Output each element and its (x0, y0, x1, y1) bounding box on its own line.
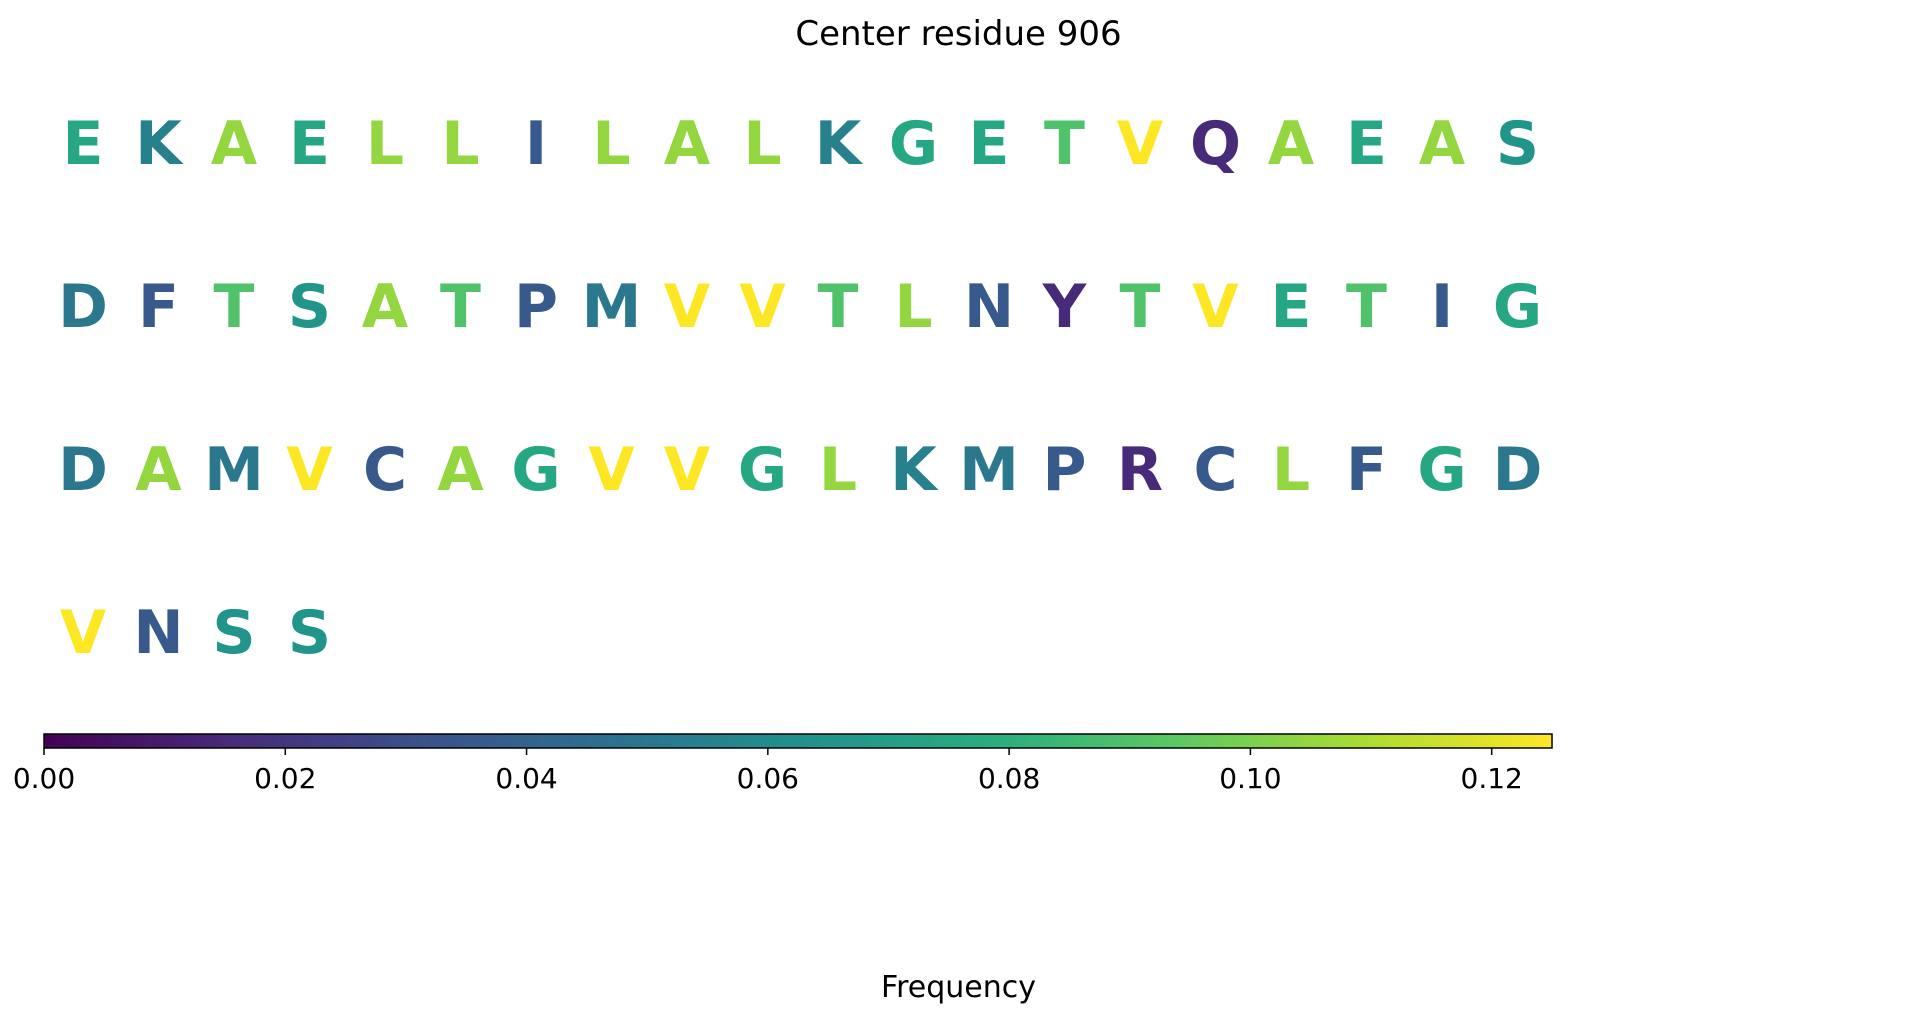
residue-letter: L (592, 109, 630, 179)
residue-letter: E (1271, 272, 1312, 342)
residue-letter: Q (1190, 109, 1241, 179)
residue-letter: V (664, 272, 711, 342)
residue-letter: V (1117, 109, 1164, 179)
residue-letter: C (363, 435, 407, 505)
residue-letter: G (511, 435, 560, 505)
residue-letter: I (1431, 272, 1453, 342)
residue-letter: S (288, 598, 331, 668)
residue-letter: E (1346, 109, 1387, 179)
residue-letter: D (1493, 435, 1543, 505)
residue-letter: L (894, 272, 932, 342)
colorbar-tick-label: 0.02 (254, 762, 316, 795)
residue-letter: A (1268, 109, 1315, 179)
colorbar-tick-label: 0.00 (13, 762, 75, 795)
residue-letter: I (525, 109, 547, 179)
residue-letter: L (366, 109, 404, 179)
residue-letter: K (135, 109, 184, 179)
colorbar-tick-label: 0.08 (978, 762, 1040, 795)
residue-letter: T (1044, 109, 1085, 179)
residue-letter: S (288, 272, 331, 342)
residue-letter: L (441, 109, 479, 179)
colorbar-gradient (43, 733, 1553, 749)
residue-letter: L (743, 109, 781, 179)
residue-letter: K (815, 109, 864, 179)
residue-letter: V (286, 435, 333, 505)
residue-letter: A (1419, 109, 1466, 179)
residue-letter: T (1346, 272, 1387, 342)
residue-letter: M (204, 435, 264, 505)
residue-letter: N (964, 272, 1014, 342)
residue-letter: P (1043, 435, 1087, 505)
residue-letter: A (437, 435, 484, 505)
residue-letter: T (440, 272, 481, 342)
residue-letter: V (1192, 272, 1239, 342)
residue-letter: V (664, 435, 711, 505)
residue-letter: G (1493, 272, 1542, 342)
residue-letter: G (1417, 435, 1466, 505)
residue-letter: R (1117, 435, 1163, 505)
residue-letter: A (664, 109, 711, 179)
residue-letter: S (1496, 109, 1539, 179)
residue-letter: C (1193, 435, 1237, 505)
residue-letter: S (212, 598, 255, 668)
colorbar-label: Frequency (881, 970, 1036, 1005)
residue-letter: F (138, 272, 179, 342)
residue-letter: Y (1042, 272, 1088, 342)
colorbar-tick-label: 0.04 (495, 762, 557, 795)
residue-letter: M (959, 435, 1019, 505)
colorbar: 0.00 0.02 0.04 0.06 0.08 0.10 0.12 (13, 733, 1553, 795)
residue-letter: A (362, 272, 409, 342)
residue-letter: D (58, 435, 108, 505)
residue-letter: K (890, 435, 939, 505)
letters-layer: E K A E L L I L A L K G E T V Q A E A SD F T S A T P M V V T L N Y T V E T I G… (58, 109, 1542, 668)
residue-letter: V (588, 435, 635, 505)
residue-letter: D (58, 272, 108, 342)
residue-letter: G (738, 435, 787, 505)
residue-letter: T (818, 272, 859, 342)
residue-letter: G (889, 109, 938, 179)
residue-letter: M (582, 272, 642, 342)
residue-letter: V (739, 272, 786, 342)
residue-letter: N (133, 598, 183, 668)
residue-letter: L (1272, 435, 1310, 505)
colorbar-tick-label: 0.10 (1219, 762, 1281, 795)
residue-letter: T (214, 272, 255, 342)
residue-letter: F (1346, 435, 1387, 505)
residue-letter: V (60, 598, 107, 668)
residue-letter: P (514, 272, 558, 342)
residue-letter: L (819, 435, 857, 505)
residue-letter: E (969, 109, 1010, 179)
residue-letter: E (63, 109, 104, 179)
residue-letter: T (1120, 272, 1161, 342)
residue-letter: E (289, 109, 330, 179)
colorbar-tick-label: 0.06 (737, 762, 799, 795)
chart-title: Center residue 906 (795, 14, 1122, 54)
residue-letter: A (211, 109, 258, 179)
colorbar-tick-label: 0.12 (1461, 762, 1523, 795)
residue-letter: A (135, 435, 182, 505)
